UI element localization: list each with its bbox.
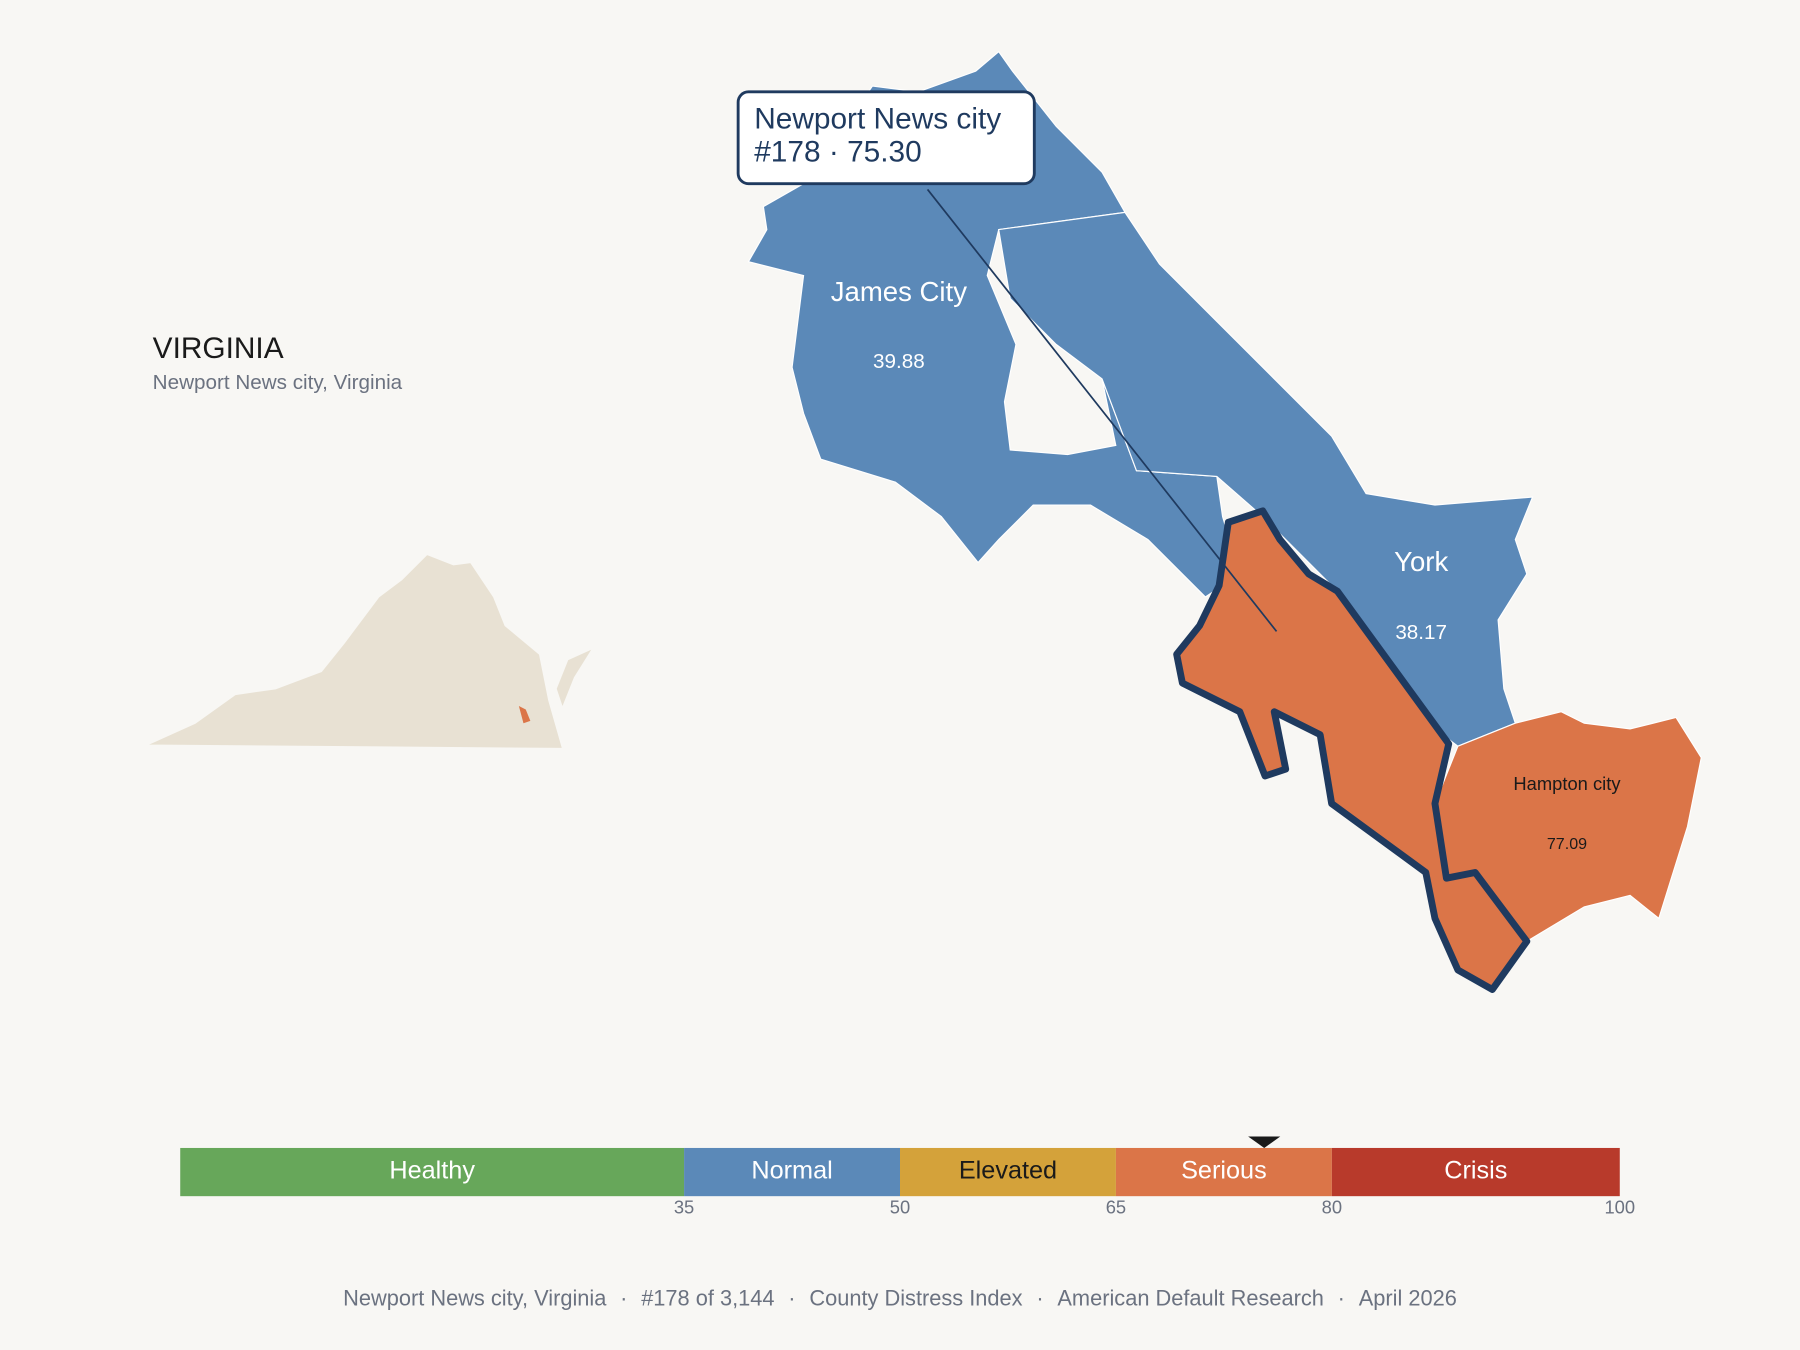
scale-tick-label: 65 bbox=[1106, 1197, 1126, 1218]
footer-item: County Distress Index bbox=[809, 1285, 1022, 1310]
footer-item: April 2026 bbox=[1359, 1285, 1457, 1310]
state-shape bbox=[146, 553, 564, 750]
scale-marker bbox=[1248, 1136, 1281, 1148]
scale-band-label: Elevated bbox=[959, 1157, 1057, 1185]
scale: Healthy Normal Elevated Serious Crisis 35 50 65… bbox=[180, 1136, 1635, 1218]
state-island bbox=[556, 649, 592, 706]
scale-tick-label: 80 bbox=[1322, 1197, 1342, 1218]
region-label: York bbox=[1394, 546, 1448, 577]
scale-tick-label: 100 bbox=[1604, 1197, 1635, 1218]
region-selected[interactable] bbox=[1173, 507, 1531, 993]
scale-band-label: Crisis bbox=[1444, 1157, 1507, 1185]
callout-name: Newport News city bbox=[754, 102, 1001, 135]
scale-tick-label: 35 bbox=[674, 1197, 694, 1218]
state-inset bbox=[146, 553, 592, 750]
scale-band bbox=[1331, 1147, 1620, 1197]
region-label: James City bbox=[831, 276, 967, 307]
footer-item: #178 of 3,144 bbox=[641, 1285, 774, 1310]
scale-band-label: Healthy bbox=[389, 1157, 475, 1185]
callout-box bbox=[736, 90, 1036, 186]
footer-separator: · bbox=[1036, 1285, 1043, 1310]
region-james-city[interactable] bbox=[747, 50, 1241, 598]
footer-item: American Default Research bbox=[1057, 1285, 1324, 1310]
footer-separator: · bbox=[788, 1285, 795, 1310]
footer-separator: · bbox=[1338, 1285, 1345, 1310]
region-value: 39.88 bbox=[873, 350, 925, 373]
footer-separator: · bbox=[620, 1285, 627, 1310]
callout-detail: #178 · 75.30 bbox=[754, 136, 922, 169]
scale-tick-label: 50 bbox=[890, 1197, 910, 1218]
scale-band bbox=[1115, 1147, 1332, 1197]
region-label: Hampton city bbox=[1513, 773, 1621, 794]
footer: Newport News city, Virginia · #178 of 3,14… bbox=[343, 1285, 1457, 1310]
title: VIRGINIA bbox=[153, 332, 284, 365]
callout-leader bbox=[926, 188, 1278, 632]
footer-item: Newport News city, Virginia bbox=[343, 1285, 607, 1310]
scale-band bbox=[900, 1147, 1116, 1197]
subtitle: Newport News city, Virginia bbox=[153, 371, 403, 394]
region-value: 77.09 bbox=[1547, 835, 1587, 853]
scale-band-label: Normal bbox=[751, 1157, 832, 1185]
regions bbox=[747, 50, 1702, 993]
region-value: 38.17 bbox=[1395, 621, 1447, 644]
scale-band bbox=[684, 1147, 900, 1197]
scale-band bbox=[180, 1147, 685, 1197]
state-highlight bbox=[518, 705, 531, 724]
scale-band-label: Serious bbox=[1181, 1157, 1267, 1185]
region-york[interactable] bbox=[998, 211, 1534, 747]
